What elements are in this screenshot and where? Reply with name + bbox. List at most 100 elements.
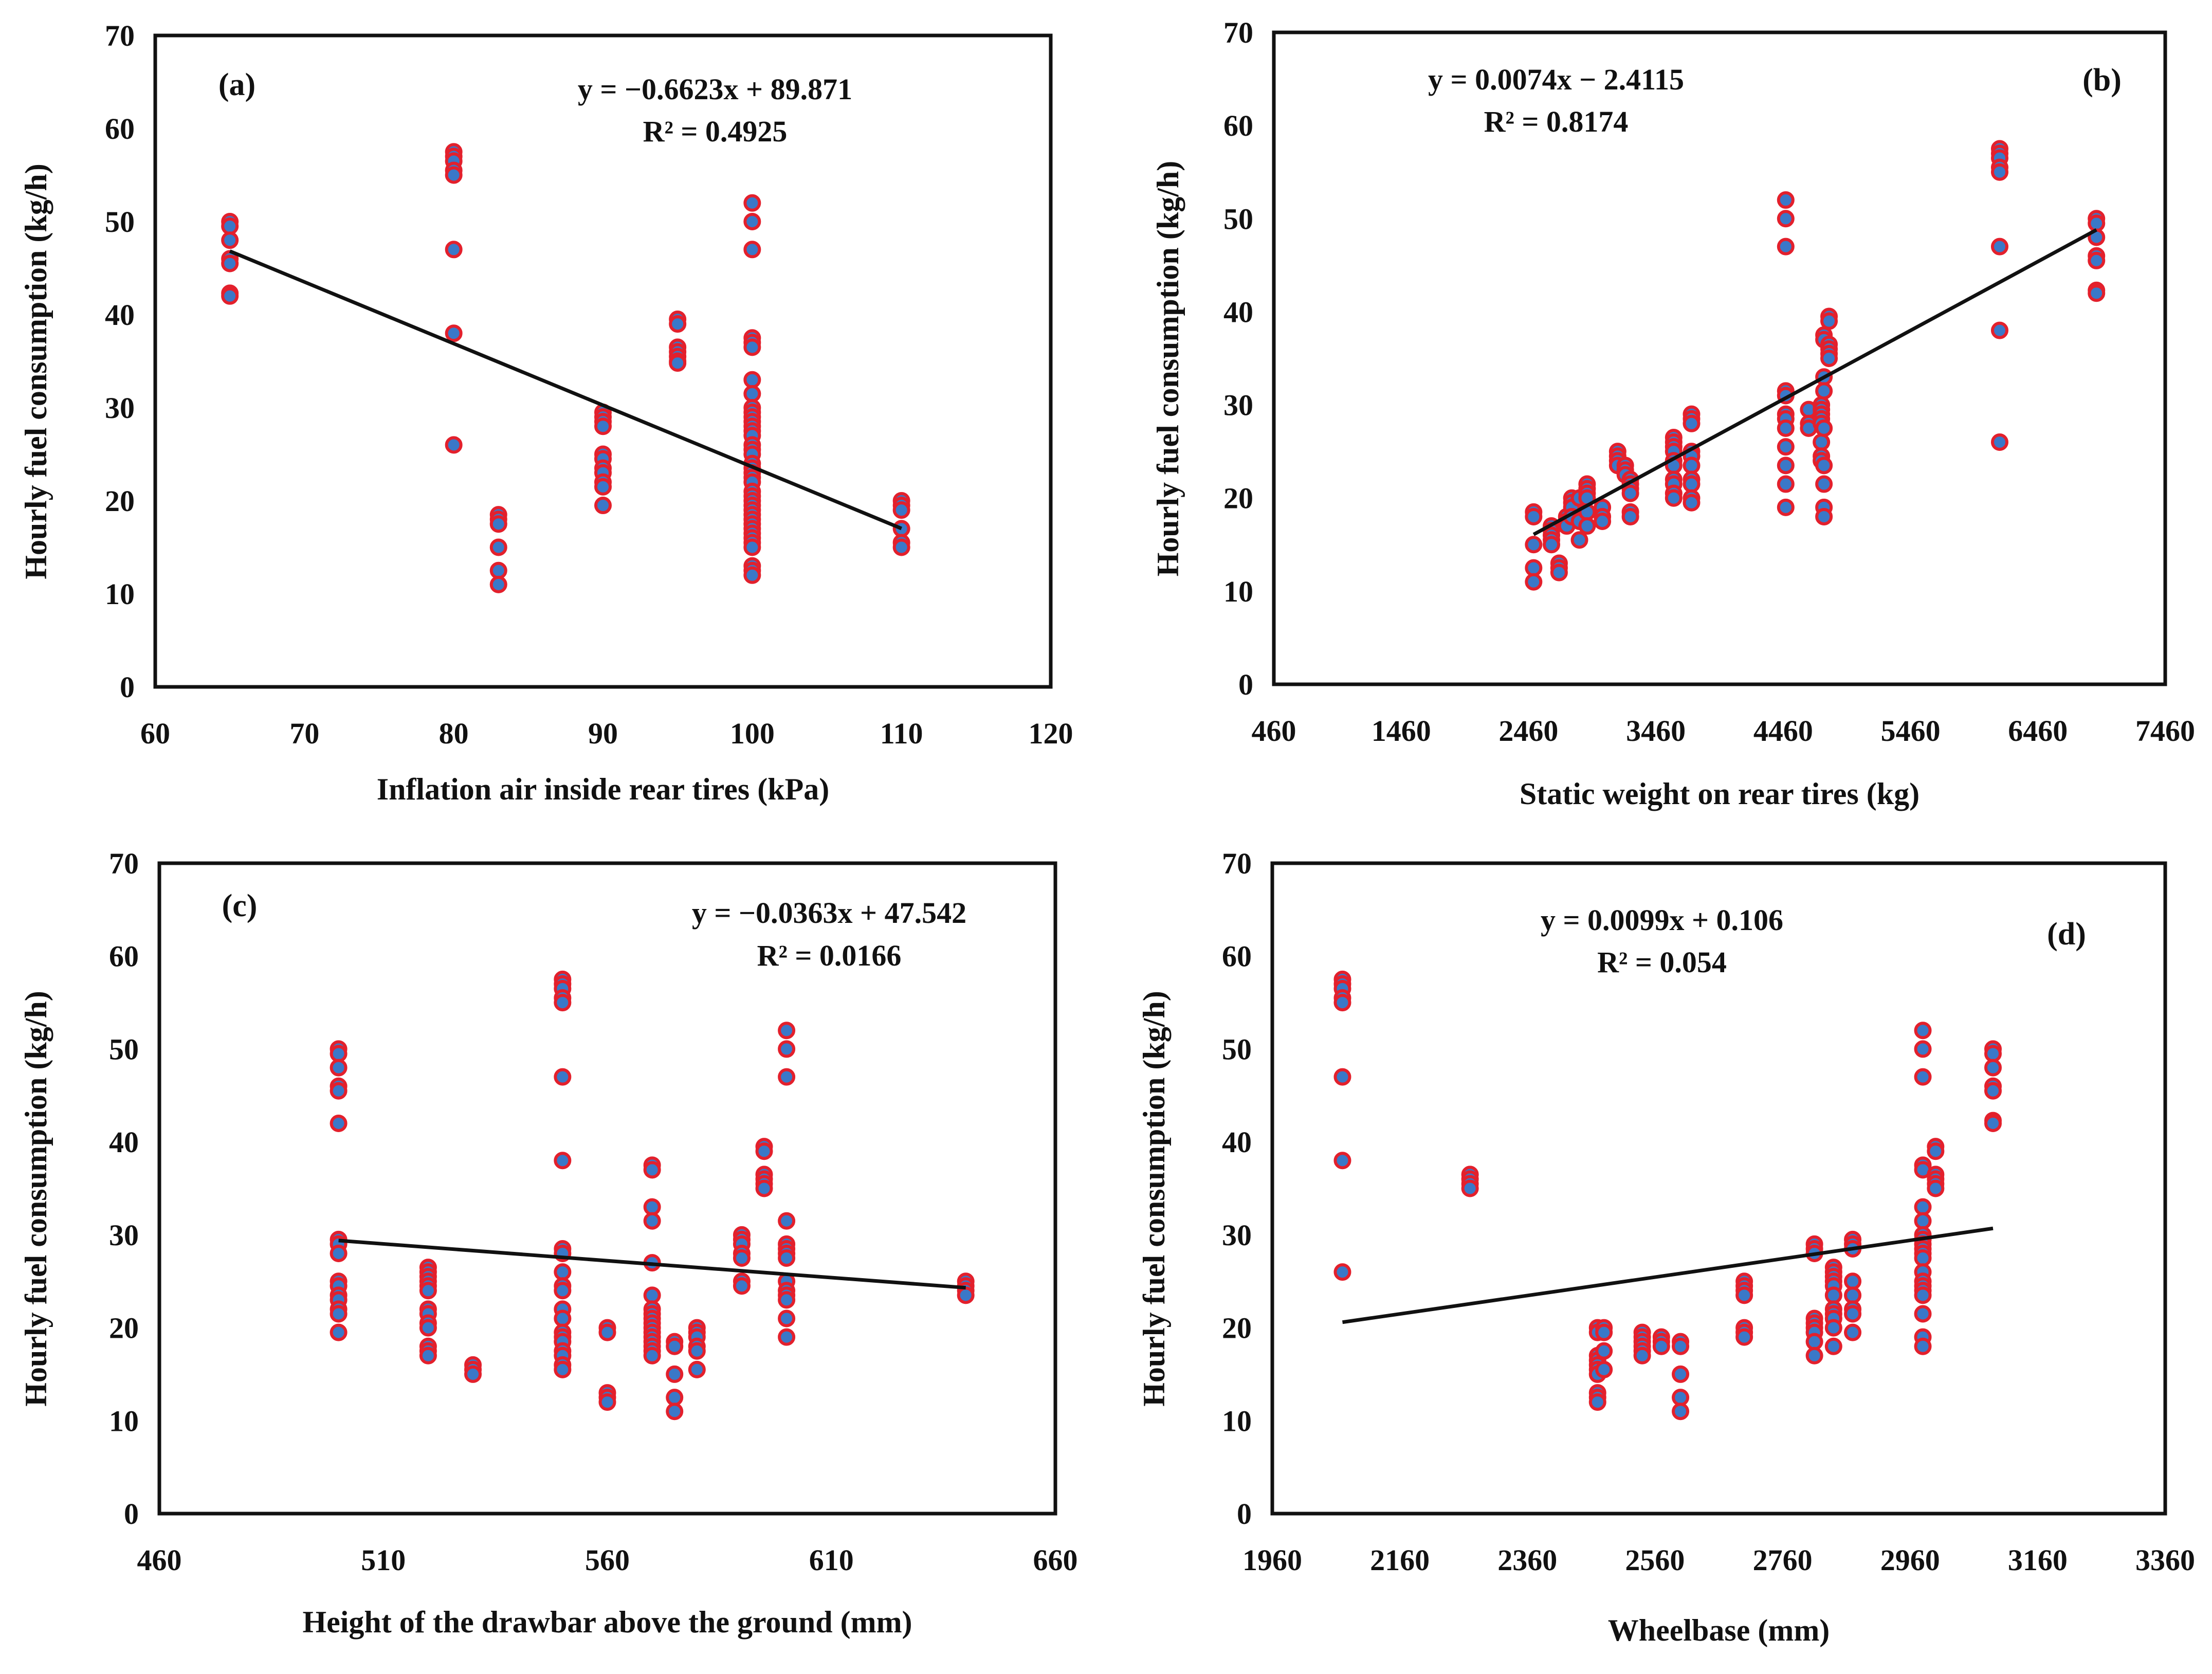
x-tick-label: 80 (439, 717, 469, 750)
data-point (1595, 1342, 1613, 1360)
data-point (892, 538, 910, 556)
data-point (1927, 1142, 1945, 1160)
data-point (1914, 1022, 1932, 1040)
y-axis-title: Hourly fuel consumption (kg/h) (19, 163, 53, 579)
x-tick-label: 6460 (2008, 714, 2068, 748)
x-tick-label: 100 (730, 717, 775, 750)
data-point (1990, 163, 2008, 181)
x-tick-label: 3360 (2135, 1543, 2195, 1577)
data-point (643, 1286, 661, 1304)
x-tick-label: 60 (140, 717, 170, 750)
data-point (445, 166, 463, 184)
data-point (221, 254, 239, 272)
data-point (1525, 559, 1543, 577)
panel-a: 0 10 20 30 40 50 60 70 60 70 80 90 100 110 120 Inflatio… (19, 19, 1073, 806)
y-tick-label: 60 (1223, 109, 1253, 142)
data-point (1588, 1393, 1606, 1411)
data-point (594, 417, 612, 435)
panel-label: (c) (222, 888, 258, 923)
data-point (330, 1245, 348, 1262)
data-point (598, 1393, 616, 1411)
y-tick-label: 30 (109, 1218, 139, 1252)
data-point (554, 1309, 572, 1327)
data-point (1777, 457, 1795, 475)
data-point (1990, 321, 2008, 339)
y-tick-label: 70 (105, 19, 135, 52)
y-tick-label: 30 (1223, 389, 1253, 422)
data-point (733, 1277, 751, 1295)
data-point (1914, 1212, 1932, 1230)
x-tick-label: 5460 (1881, 714, 1941, 748)
y-tick-label: 0 (1238, 668, 1253, 701)
data-point (1672, 1403, 1690, 1421)
r-squared-label: R² = 0.8174 (1484, 105, 1629, 138)
data-point (1621, 484, 1639, 502)
y-tick-label: 40 (1222, 1125, 1252, 1159)
trend-line (1532, 228, 2097, 536)
data-point (643, 1198, 661, 1216)
data-point (1652, 1337, 1670, 1355)
data-point (1914, 1337, 1932, 1355)
data-point (419, 1319, 437, 1337)
data-point (1683, 494, 1701, 512)
data-point (1595, 1360, 1613, 1378)
data-point (643, 1347, 661, 1364)
data-point (643, 1212, 661, 1230)
y-tick-label: 40 (1223, 295, 1253, 329)
data-point (1844, 1286, 1862, 1304)
data-point (1815, 419, 1833, 437)
data-point (1820, 350, 1838, 367)
panel-c: 0 10 20 30 40 50 60 70 460 510 560 610 660 Height of … (19, 847, 1078, 1639)
data-point (1824, 1319, 1842, 1337)
data-point (688, 1342, 706, 1360)
data-point (1927, 1179, 1945, 1197)
y-tick-label: 30 (1222, 1218, 1252, 1252)
data-point (1735, 1286, 1753, 1304)
data-point (594, 497, 612, 515)
data-point (778, 1291, 796, 1309)
data-point (1683, 457, 1701, 475)
data-point (1815, 457, 1833, 475)
x-tick-label: 1960 (1242, 1543, 1302, 1577)
data-point (1984, 1082, 2002, 1100)
data-point (1777, 238, 1795, 256)
y-tick-label: 20 (109, 1312, 139, 1345)
data-point (1333, 994, 1351, 1012)
data-point (1777, 419, 1795, 437)
data-point (330, 1059, 348, 1077)
y-tick-label: 60 (1222, 940, 1252, 973)
x-axis-title: Wheelbase (mm) (1608, 1613, 1830, 1647)
data-point (330, 1305, 348, 1323)
data-point (1594, 513, 1612, 530)
data-point (743, 213, 761, 230)
data-point (1914, 1249, 1932, 1267)
data-point (1990, 433, 2008, 451)
data-point (688, 1360, 706, 1378)
data-point (778, 1309, 796, 1327)
x-tick-label: 460 (1252, 714, 1296, 748)
data-point (1777, 191, 1795, 209)
panel-label: (b) (2082, 63, 2122, 98)
data-point (1333, 1263, 1351, 1281)
x-tick-label: 70 (289, 717, 319, 750)
data-point (489, 538, 507, 556)
data-point (1914, 1040, 1932, 1058)
x-tick-label: 2760 (1753, 1543, 1813, 1577)
y-axis-title: Hourly fuel consumption (kg/h) (1151, 161, 1185, 576)
y-tick-label: 70 (1223, 16, 1253, 49)
data-point (743, 566, 761, 584)
data-point (755, 1179, 773, 1197)
y-tick-label: 60 (109, 940, 139, 973)
y-tick-label: 50 (1222, 1032, 1252, 1066)
panel-b: 0 10 20 30 40 50 60 70 460 1460 2460 3460 4460 5460 64… (1151, 16, 2195, 811)
data-point (778, 1022, 796, 1040)
data-point (1333, 1152, 1351, 1170)
data-point (2088, 284, 2106, 302)
data-point (666, 1403, 684, 1421)
data-point (1813, 433, 1831, 451)
data-point (419, 1347, 437, 1364)
data-point (1777, 498, 1795, 516)
r-squared-label: R² = 0.4925 (643, 115, 788, 148)
plot-frame (1272, 30, 2167, 686)
y-tick-label: 50 (109, 1032, 139, 1066)
